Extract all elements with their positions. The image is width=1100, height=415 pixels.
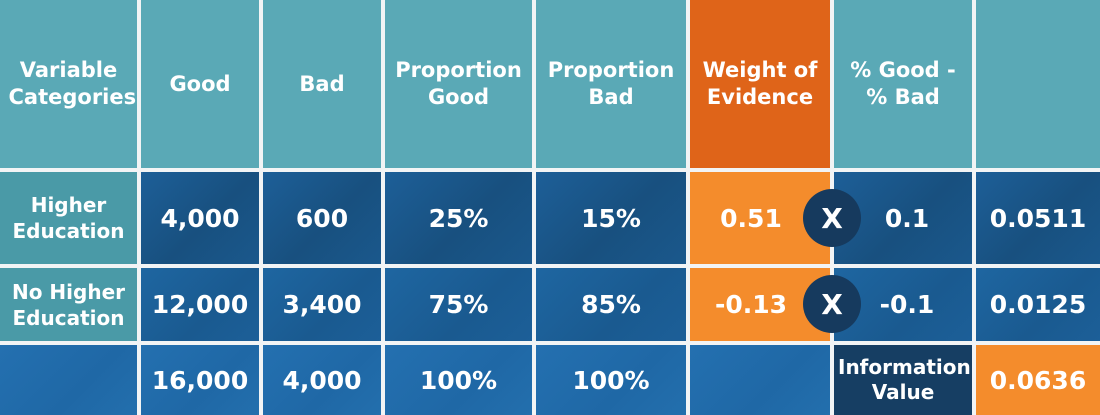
header-good: Good <box>141 0 259 168</box>
multiply-icon: X <box>803 189 861 247</box>
total-good: 16,000 <box>141 345 259 415</box>
cell-proportion-bad: 85% <box>536 268 686 341</box>
header-variable-categories: Variable Categories <box>0 0 137 168</box>
cell-proportion-good: 25% <box>385 172 532 264</box>
cell-pct-diff: -0.1 <box>834 268 972 341</box>
cell-good: 4,000 <box>141 172 259 264</box>
multiply-icon: X <box>803 275 861 333</box>
row-label-higher-education: Higher Education <box>0 172 137 264</box>
header-weight-of-evidence: Weight of Evidence <box>690 0 830 168</box>
cell-proportion-good: 75% <box>385 268 532 341</box>
cell-weight-of-evidence: -0.13 <box>690 268 830 341</box>
header-proportion-bad: Proportion Bad <box>536 0 686 168</box>
cell-proportion-bad: 15% <box>536 172 686 264</box>
total-proportion-bad: 100% <box>536 345 686 415</box>
cell-result: 0.0511 <box>976 172 1100 264</box>
totals-label <box>0 345 137 415</box>
information-value: 0.0636 <box>976 345 1100 415</box>
header-result <box>976 0 1100 168</box>
total-bad: 4,000 <box>263 345 381 415</box>
header-proportion-good: Proportion Good <box>385 0 532 168</box>
cell-good: 12,000 <box>141 268 259 341</box>
total-proportion-good: 100% <box>385 345 532 415</box>
information-value-label: Information Value <box>834 345 972 415</box>
row-label-no-higher-education: No Higher Education <box>0 268 137 341</box>
cell-bad: 3,400 <box>263 268 381 341</box>
total-woe <box>690 345 830 415</box>
header-pct-good-minus-bad: % Good - % Bad <box>834 0 972 168</box>
cell-result: 0.0125 <box>976 268 1100 341</box>
header-bad: Bad <box>263 0 381 168</box>
cell-bad: 600 <box>263 172 381 264</box>
